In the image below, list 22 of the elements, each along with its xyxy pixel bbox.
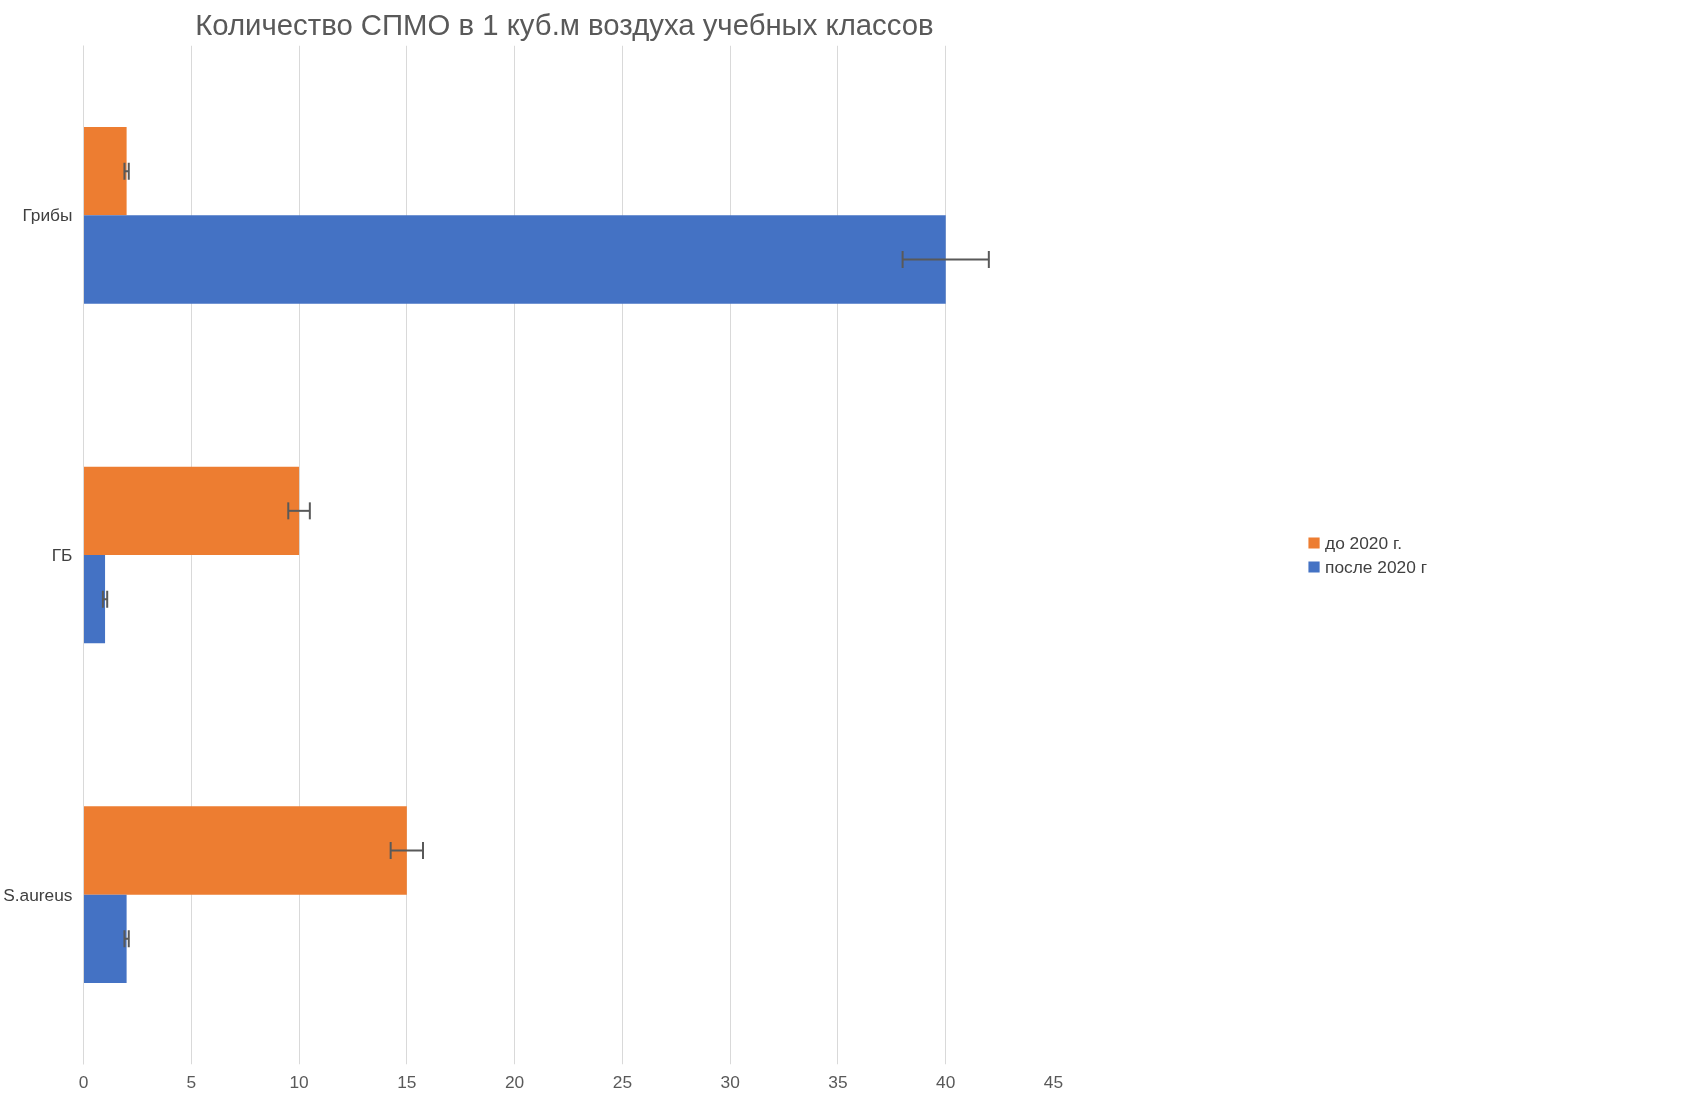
y-tick-label: S.aureus bbox=[3, 884, 73, 905]
x-tick-label: 15 bbox=[397, 1071, 417, 1092]
bar bbox=[83, 555, 106, 644]
x-tick-label: 30 bbox=[720, 1071, 740, 1092]
bar bbox=[83, 894, 127, 983]
x-tick-label: 45 bbox=[1043, 1071, 1064, 1092]
bar bbox=[83, 215, 946, 304]
bar bbox=[83, 127, 127, 216]
bar bbox=[83, 806, 407, 895]
y-tick-label: Грибы bbox=[22, 205, 73, 226]
y-tick-label: ГБ bbox=[51, 545, 73, 565]
bar bbox=[83, 466, 300, 555]
legend-label: до 2020 г. bbox=[1325, 532, 1402, 553]
legend-label: после 2020 г bbox=[1325, 556, 1427, 577]
x-tick-label: 40 bbox=[936, 1071, 956, 1092]
x-tick-label: 0 bbox=[78, 1071, 89, 1092]
x-tick-label: 10 bbox=[289, 1071, 309, 1092]
x-tick-label: 5 bbox=[186, 1071, 197, 1092]
chart-title: Количество СПМО в 1 куб.м воздуха учебных классов bbox=[195, 7, 934, 41]
x-tick-label: 20 bbox=[504, 1071, 525, 1092]
x-tick-label: 25 bbox=[612, 1071, 633, 1092]
x-tick-label: 35 bbox=[828, 1071, 848, 1092]
